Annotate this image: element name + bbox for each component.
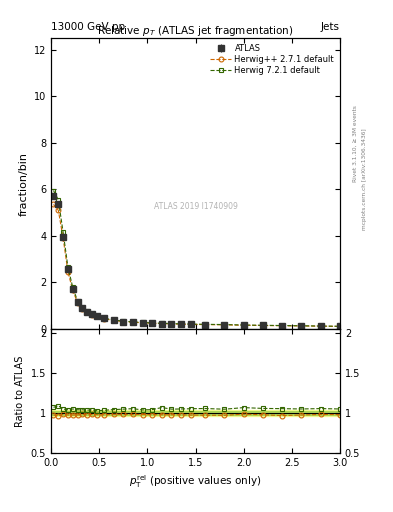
Herwig 7.2.1 default bbox=[169, 321, 174, 327]
Herwig++ 2.7.1 default bbox=[130, 319, 135, 326]
Herwig 7.2.1 default bbox=[179, 321, 184, 327]
Herwig++ 2.7.1 default bbox=[121, 318, 126, 325]
Herwig++ 2.7.1 default bbox=[261, 323, 265, 329]
Herwig++ 2.7.1 default bbox=[56, 207, 61, 214]
Herwig 7.2.1 default bbox=[241, 322, 246, 328]
Herwig++ 2.7.1 default bbox=[85, 309, 90, 315]
Herwig 7.2.1 default bbox=[80, 305, 85, 311]
Herwig++ 2.7.1 default bbox=[102, 315, 107, 322]
Herwig 7.2.1 default bbox=[85, 308, 90, 314]
Herwig++ 2.7.1 default bbox=[90, 311, 94, 317]
Herwig 7.2.1 default bbox=[299, 323, 304, 329]
Herwig 7.2.1 default bbox=[94, 312, 99, 318]
Text: Rivet 3.1.10, ≥ 3M events: Rivet 3.1.10, ≥ 3M events bbox=[353, 105, 358, 182]
Herwig++ 2.7.1 default bbox=[241, 322, 246, 328]
Herwig 7.2.1 default bbox=[280, 323, 285, 329]
Herwig 7.2.1 default bbox=[90, 311, 94, 317]
Bar bbox=[51, 410, 340, 416]
Herwig++ 2.7.1 default bbox=[94, 313, 99, 319]
Herwig 7.2.1 default bbox=[70, 284, 75, 290]
Bar bbox=[51, 411, 340, 415]
Herwig 7.2.1 default bbox=[56, 197, 61, 203]
Herwig++ 2.7.1 default bbox=[169, 321, 174, 327]
Herwig++ 2.7.1 default bbox=[70, 287, 75, 293]
Herwig 7.2.1 default bbox=[150, 320, 154, 326]
Herwig 7.2.1 default bbox=[261, 322, 265, 328]
Herwig 7.2.1 default bbox=[318, 323, 323, 329]
Herwig 7.2.1 default bbox=[130, 319, 135, 325]
Herwig++ 2.7.1 default bbox=[318, 323, 323, 329]
Herwig 7.2.1 default bbox=[66, 264, 70, 270]
Herwig 7.2.1 default bbox=[140, 319, 145, 326]
Herwig++ 2.7.1 default bbox=[111, 317, 116, 324]
Herwig++ 2.7.1 default bbox=[51, 201, 56, 207]
Herwig 7.2.1 default bbox=[203, 321, 208, 327]
Herwig 7.2.1 default bbox=[121, 318, 126, 324]
Text: ATLAS 2019 I1740909: ATLAS 2019 I1740909 bbox=[154, 202, 237, 211]
Herwig 7.2.1 default bbox=[160, 320, 164, 326]
Herwig 7.2.1 default bbox=[188, 321, 193, 327]
Herwig 7.2.1 default bbox=[75, 298, 80, 304]
Herwig++ 2.7.1 default bbox=[80, 306, 85, 312]
X-axis label: $p_{\mathrm{T}}^{\mathrm{rel}}$ (positive values only): $p_{\mathrm{T}}^{\mathrm{rel}}$ (positiv… bbox=[129, 474, 262, 490]
Herwig++ 2.7.1 default bbox=[61, 235, 66, 241]
Herwig++ 2.7.1 default bbox=[66, 269, 70, 275]
Herwig++ 2.7.1 default bbox=[338, 324, 342, 330]
Title: Relative $p_T$ (ATLAS jet fragmentation): Relative $p_T$ (ATLAS jet fragmentation) bbox=[97, 24, 294, 38]
Herwig++ 2.7.1 default bbox=[222, 322, 227, 328]
Herwig++ 2.7.1 default bbox=[150, 320, 154, 326]
Herwig++ 2.7.1 default bbox=[179, 321, 184, 327]
Line: Herwig++ 2.7.1 default: Herwig++ 2.7.1 default bbox=[51, 202, 342, 329]
Herwig++ 2.7.1 default bbox=[280, 323, 285, 329]
Y-axis label: fraction/bin: fraction/bin bbox=[18, 152, 28, 216]
Herwig++ 2.7.1 default bbox=[140, 319, 145, 326]
Y-axis label: Ratio to ATLAS: Ratio to ATLAS bbox=[15, 355, 25, 426]
Herwig 7.2.1 default bbox=[61, 229, 66, 236]
Herwig++ 2.7.1 default bbox=[203, 322, 208, 328]
Herwig++ 2.7.1 default bbox=[75, 300, 80, 306]
Herwig 7.2.1 default bbox=[102, 315, 107, 321]
Line: Herwig 7.2.1 default: Herwig 7.2.1 default bbox=[51, 188, 342, 329]
Herwig 7.2.1 default bbox=[338, 323, 342, 329]
Legend: ATLAS, Herwig++ 2.7.1 default, Herwig 7.2.1 default: ATLAS, Herwig++ 2.7.1 default, Herwig 7.… bbox=[209, 42, 336, 77]
Herwig++ 2.7.1 default bbox=[160, 321, 164, 327]
Text: Jets: Jets bbox=[321, 22, 340, 32]
Text: 13000 GeV pp: 13000 GeV pp bbox=[51, 22, 125, 32]
Herwig 7.2.1 default bbox=[222, 322, 227, 328]
Herwig++ 2.7.1 default bbox=[188, 322, 193, 328]
Herwig 7.2.1 default bbox=[51, 187, 56, 194]
Herwig++ 2.7.1 default bbox=[299, 323, 304, 329]
Text: mcplots.cern.ch [arXiv:1306.3436]: mcplots.cern.ch [arXiv:1306.3436] bbox=[362, 129, 367, 230]
Herwig 7.2.1 default bbox=[111, 317, 116, 323]
